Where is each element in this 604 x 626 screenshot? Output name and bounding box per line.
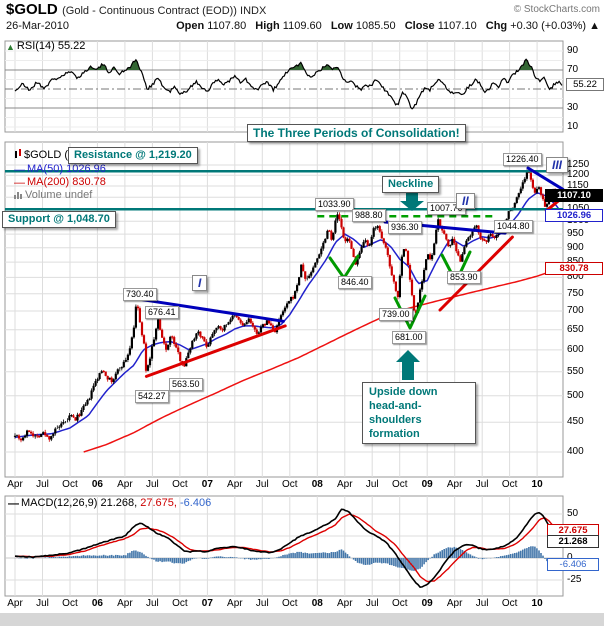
chart-canvas: [4, 40, 565, 597]
stockcharts-gold-chart: Apr Apr Jul Jul Oct Oct 06 06 Apr Apr Jul Jul Oct Oct…: [0, 0, 604, 626]
